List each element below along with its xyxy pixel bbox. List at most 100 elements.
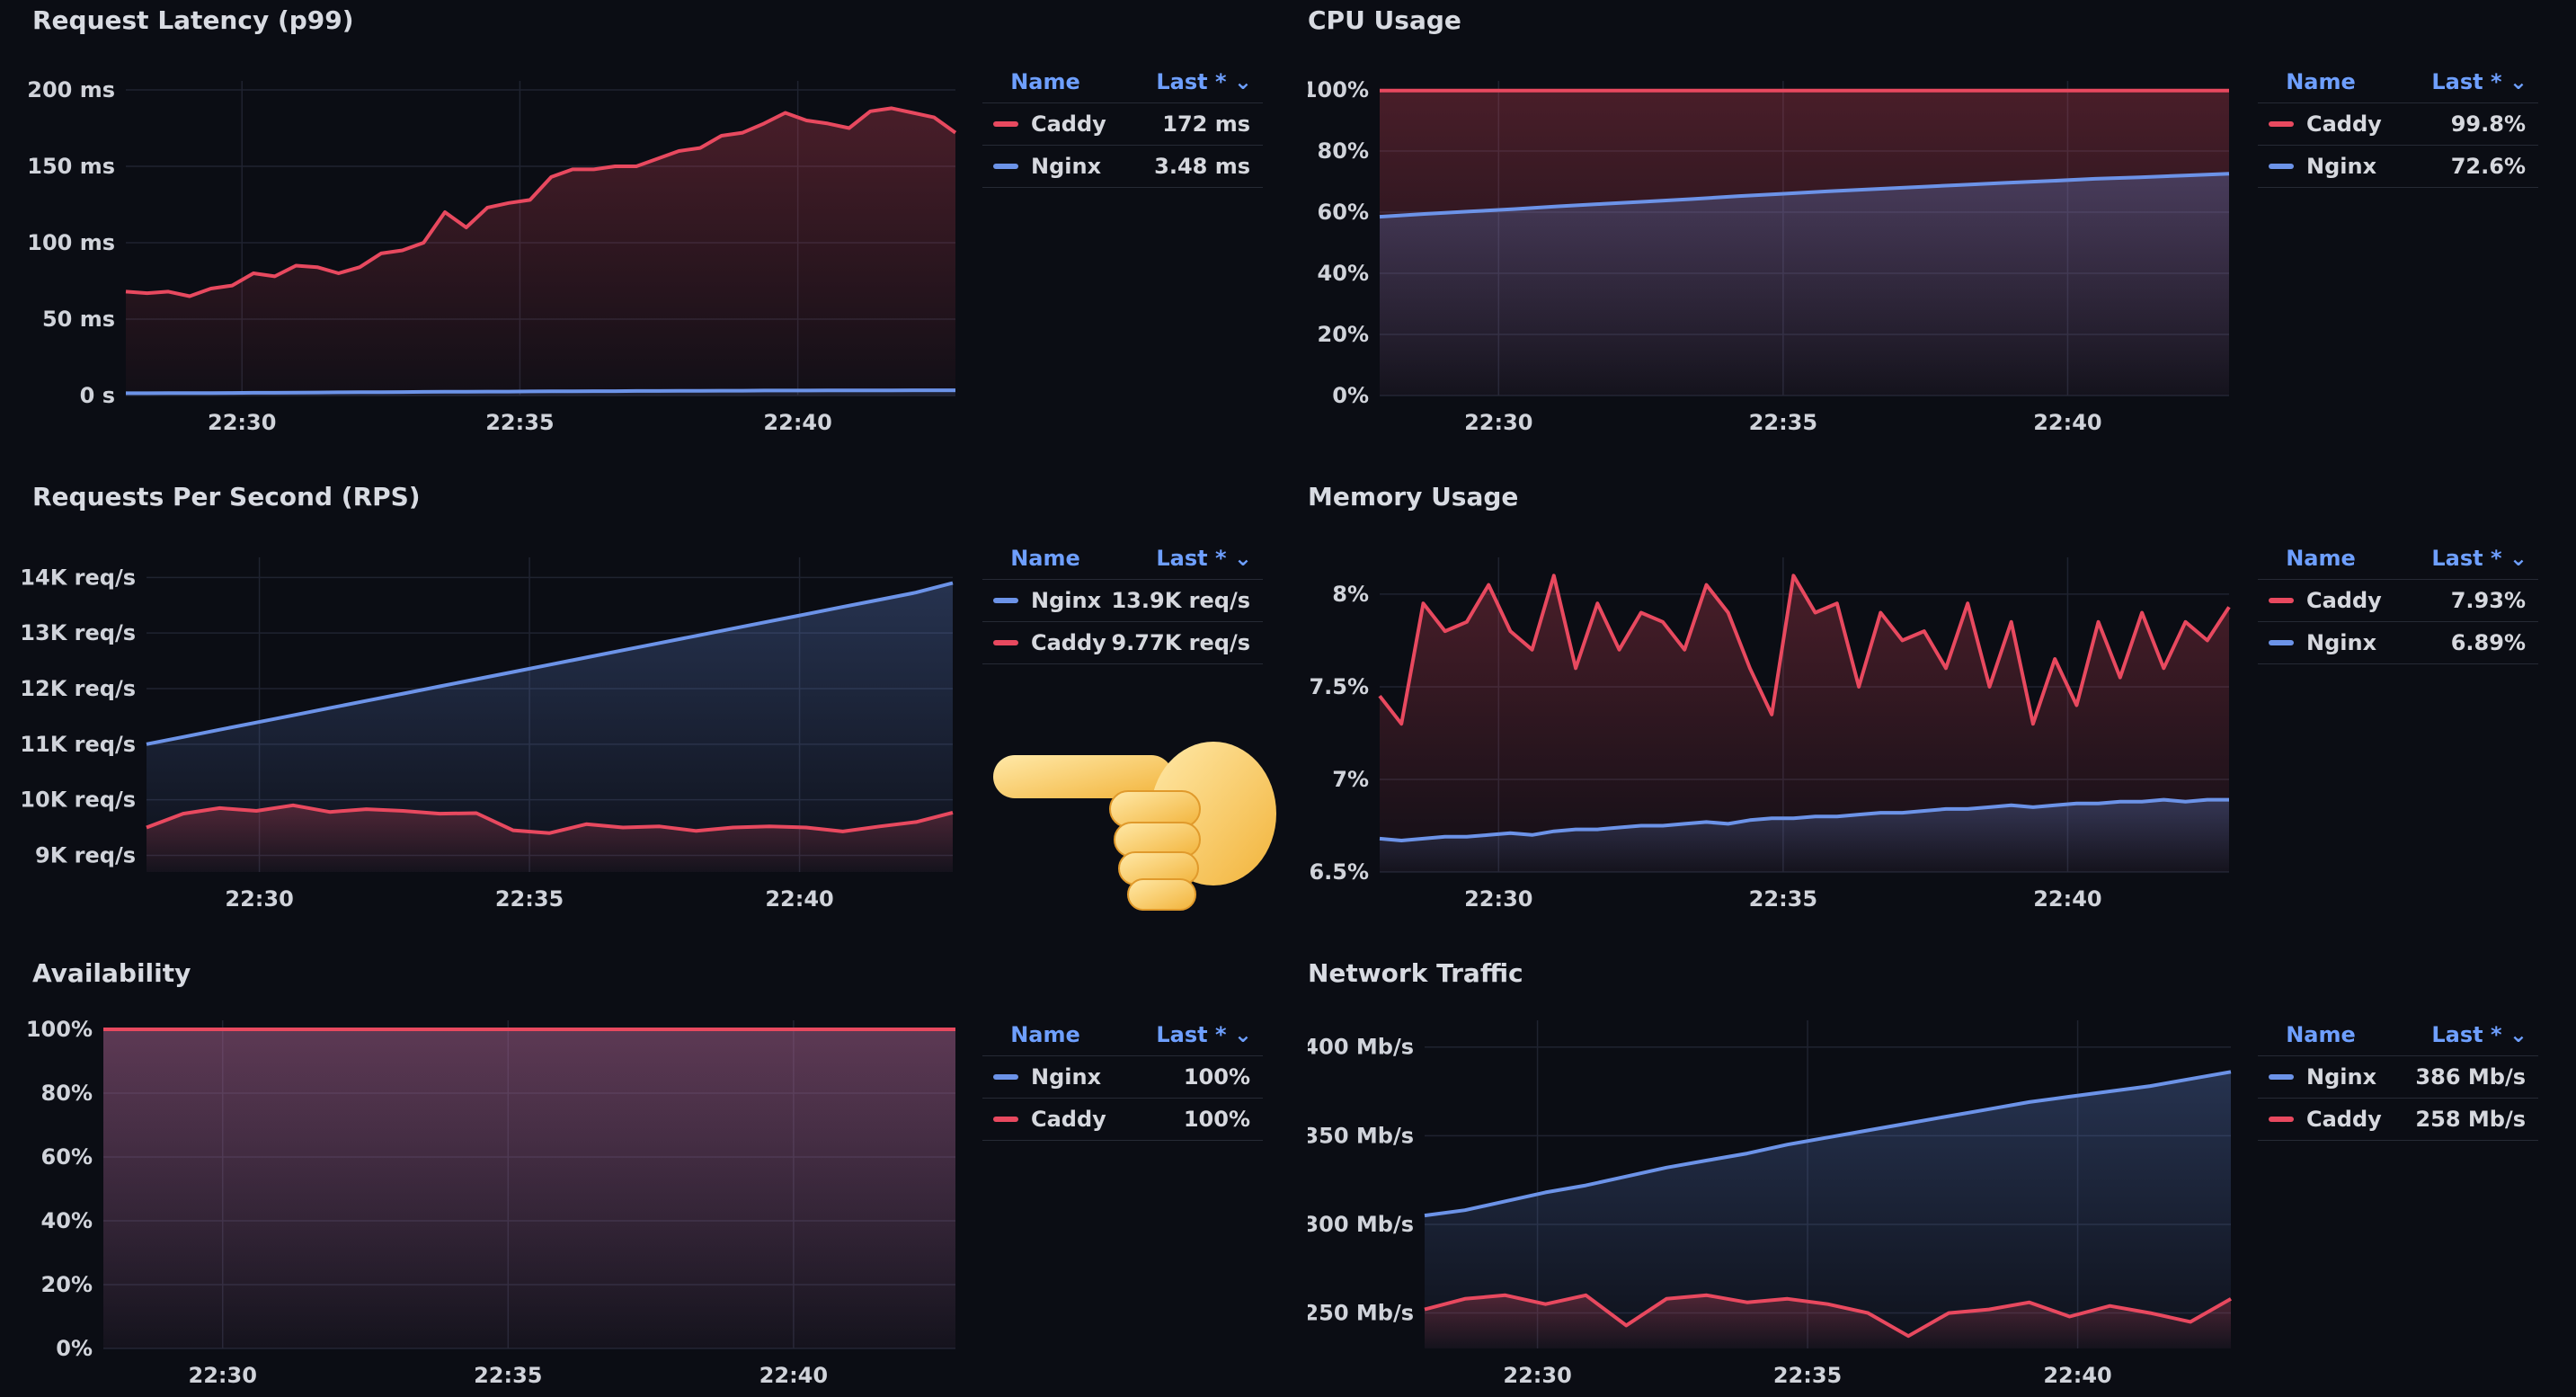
legend-row-nginx[interactable]: Nginx 100% bbox=[982, 1055, 1263, 1098]
x-tick-label: 22:35 bbox=[474, 1363, 542, 1388]
legend-row-caddy[interactable]: Caddy 9.77K req/s bbox=[982, 621, 1263, 664]
legend: Name Last * ⌄ Caddy 172 ms Nginx 3.48 ms bbox=[982, 61, 1263, 188]
legend-last-value: 6.89% bbox=[2450, 630, 2526, 655]
legend-header-last-label: Last * bbox=[1156, 1022, 1227, 1047]
legend-series-name: Nginx bbox=[2306, 1064, 2377, 1090]
series-line-nginx bbox=[1379, 172, 2230, 219]
chart-canvas: 250 Mb/s 300 Mb/s 350 Mb/s 400 Mb/s 22:30 22:… bbox=[1308, 1020, 2232, 1388]
legend-header-name[interactable]: Name bbox=[1010, 1022, 1080, 1047]
legend-row-nginx[interactable]: Nginx 13.9K req/s bbox=[982, 579, 1263, 621]
legend-series-name: Caddy bbox=[1031, 630, 1106, 655]
y-tick-label: 14K req/s bbox=[20, 565, 136, 590]
legend-header-last-label: Last * bbox=[2431, 69, 2502, 94]
legend-header-name[interactable]: Name bbox=[2286, 546, 2356, 571]
legend-header-name[interactable]: Name bbox=[2286, 69, 2356, 94]
series-line-caddy bbox=[1378, 574, 2231, 726]
panel-title: Memory Usage bbox=[1308, 482, 1519, 512]
legend-last-value: 258 Mb/s bbox=[2415, 1107, 2526, 1132]
legend-header-last[interactable]: Last * ⌄ bbox=[1156, 1022, 1263, 1047]
series-swatch bbox=[993, 121, 1018, 127]
legend: Name Last * ⌄ Caddy 7.93% Nginx 6.89% bbox=[2258, 538, 2538, 664]
legend: Name Last * ⌄ Nginx 100% Caddy 100% bbox=[982, 1014, 1263, 1141]
legend-row-nginx[interactable]: Nginx 6.89% bbox=[2258, 621, 2538, 664]
panel-network-traffic: Network Traffic 250 Mb/s 300 Mb/s 350 Mb/s 4… bbox=[1308, 953, 2576, 1397]
legend-row-nginx[interactable]: Nginx 72.6% bbox=[2258, 145, 2538, 188]
legend-header-last[interactable]: Last * ⌄ bbox=[2431, 69, 2538, 94]
series-swatch bbox=[2269, 640, 2294, 645]
legend-series-name: Nginx bbox=[1031, 588, 1102, 613]
legend-last-value: 72.6% bbox=[2450, 154, 2526, 179]
x-tick-label: 22:30 bbox=[189, 1363, 257, 1388]
legend-row-caddy[interactable]: Caddy 172 ms bbox=[982, 102, 1263, 145]
series-area-caddy bbox=[126, 108, 955, 396]
legend-header-last-label: Last * bbox=[2431, 1022, 2502, 1047]
y-tick-label: 40% bbox=[41, 1208, 93, 1233]
legend-header-name[interactable]: Name bbox=[1010, 69, 1080, 94]
y-tick-label: 80% bbox=[1318, 138, 1369, 164]
legend-last-value: 7.93% bbox=[2450, 588, 2526, 613]
x-tick-label: 22:30 bbox=[208, 410, 276, 435]
legend-row-caddy[interactable]: Caddy 100% bbox=[982, 1098, 1263, 1141]
series-line-caddy bbox=[146, 803, 954, 835]
x-tick-label: 22:40 bbox=[759, 1363, 828, 1388]
legend-series-name: Caddy bbox=[1031, 111, 1106, 137]
y-tick-label: 50 ms bbox=[42, 307, 115, 332]
y-tick-label: 0 s bbox=[80, 383, 115, 408]
legend-header-last-label: Last * bbox=[1156, 69, 1227, 94]
chevron-down-icon: ⌄ bbox=[2509, 1022, 2527, 1047]
legend-header-name[interactable]: Name bbox=[2286, 1022, 2356, 1047]
series-line-nginx bbox=[1424, 1070, 2232, 1218]
chevron-down-icon: ⌄ bbox=[1233, 1022, 1252, 1047]
panel-memory-usage: Memory Usage 6.5% 7% 7.5% 8% 22:30 22:35 22:40 N… bbox=[1308, 476, 2576, 926]
y-tick-label: 0% bbox=[56, 1336, 93, 1361]
x-tick-label: 22:35 bbox=[1749, 886, 1817, 912]
y-tick-label: 100 ms bbox=[27, 230, 115, 255]
series-line-nginx bbox=[126, 388, 955, 396]
chart-canvas: 6.5% 7% 7.5% 8% 22:30 22:35 22:40 bbox=[1309, 557, 2231, 912]
legend-header-last-label: Last * bbox=[1156, 546, 1227, 571]
series-swatch bbox=[2269, 121, 2294, 127]
legend-row-caddy[interactable]: Caddy 7.93% bbox=[2258, 579, 2538, 621]
y-tick-label: 60% bbox=[1318, 200, 1369, 225]
panel-title: Network Traffic bbox=[1308, 958, 1523, 988]
y-tick-label: 11K req/s bbox=[20, 732, 136, 757]
legend-header-name[interactable]: Name bbox=[1010, 546, 1080, 571]
pointing-hand-icon bbox=[993, 742, 1276, 911]
panel-cpu-usage: CPU Usage 0% 20% 40% 60% 80% 100% 22:30 22:35 22:… bbox=[1308, 0, 2576, 449]
series-line-caddy bbox=[1424, 1293, 2232, 1339]
legend-row-caddy[interactable]: Caddy 258 Mb/s bbox=[2258, 1098, 2538, 1141]
legend-header-last[interactable]: Last * ⌄ bbox=[2431, 1022, 2538, 1047]
y-tick-label: 7.5% bbox=[1309, 674, 1369, 699]
y-tick-label: 0% bbox=[1332, 383, 1369, 408]
y-tick-label: 13K req/s bbox=[20, 620, 136, 645]
legend-last-value: 99.8% bbox=[2450, 111, 2526, 137]
y-tick-label: 7% bbox=[1332, 767, 1369, 792]
legend-row-caddy[interactable]: Caddy 99.8% bbox=[2258, 102, 2538, 145]
legend-header-last[interactable]: Last * ⌄ bbox=[1156, 546, 1263, 571]
y-tick-label: 6.5% bbox=[1309, 859, 1369, 885]
series-area-caddy bbox=[1425, 1295, 2231, 1348]
chart-canvas: 9K req/s 10K req/s 11K req/s 12K req/s 13K r… bbox=[20, 557, 954, 912]
chart-canvas: 0% 20% 40% 60% 80% 100% 22:30 22:35 22:40 bbox=[1308, 77, 2230, 435]
legend-series-name: Caddy bbox=[2306, 1107, 2382, 1132]
x-tick-label: 22:40 bbox=[2033, 886, 2101, 912]
x-tick-label: 22:30 bbox=[225, 886, 293, 912]
series-swatch bbox=[993, 164, 1018, 169]
legend-series-name: Caddy bbox=[2306, 111, 2382, 137]
y-tick-label: 40% bbox=[1318, 261, 1369, 286]
x-tick-label: 22:35 bbox=[485, 410, 554, 435]
x-tick-label: 22:40 bbox=[763, 410, 831, 435]
legend-row-nginx[interactable]: Nginx 386 Mb/s bbox=[2258, 1055, 2538, 1098]
legend-header-last[interactable]: Last * ⌄ bbox=[1156, 69, 1263, 94]
legend-last-value: 172 ms bbox=[1162, 111, 1250, 137]
panel-availability: Availability 0% 20% 40% 60% 80% 100% 22:30 22:35… bbox=[0, 953, 1267, 1397]
series-swatch bbox=[2269, 598, 2294, 603]
legend-header-last[interactable]: Last * ⌄ bbox=[2431, 546, 2538, 571]
legend-last-value: 100% bbox=[1183, 1107, 1250, 1132]
legend-series-name: Caddy bbox=[1031, 1107, 1106, 1132]
x-tick-label: 22:30 bbox=[1464, 410, 1532, 435]
panel-request-latency: Request Latency (p99) 0 s 50 ms 100 ms 150 m… bbox=[0, 0, 1267, 449]
legend-row-nginx[interactable]: Nginx 3.48 ms bbox=[982, 145, 1263, 188]
chevron-down-icon: ⌄ bbox=[1233, 546, 1252, 571]
chevron-down-icon: ⌄ bbox=[2509, 546, 2527, 571]
